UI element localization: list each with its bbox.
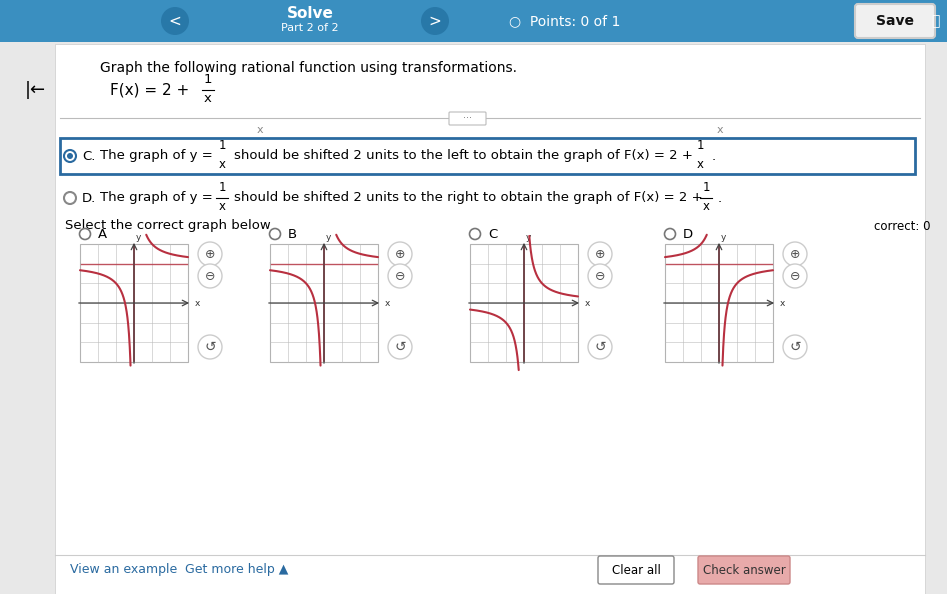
FancyBboxPatch shape (855, 4, 935, 38)
Circle shape (80, 229, 91, 239)
Text: Part 2 of 2: Part 2 of 2 (281, 23, 339, 33)
Text: .: . (712, 150, 716, 163)
Text: >: > (429, 14, 441, 29)
Text: <: < (169, 14, 182, 29)
Text: 1: 1 (703, 181, 709, 194)
Text: Select the correct graph below: Select the correct graph below (65, 220, 271, 232)
Text: Clear all: Clear all (612, 564, 660, 577)
Circle shape (67, 153, 73, 159)
Text: ⊕: ⊕ (205, 248, 215, 261)
Circle shape (388, 335, 412, 359)
Text: y: y (526, 232, 531, 242)
Text: Get more help ▲: Get more help ▲ (185, 564, 289, 577)
Circle shape (588, 335, 612, 359)
Circle shape (588, 242, 612, 266)
Circle shape (161, 7, 189, 35)
Text: y: y (136, 232, 141, 242)
Text: A: A (98, 228, 107, 241)
Text: Check answer: Check answer (703, 564, 785, 577)
Text: x: x (585, 299, 590, 308)
FancyBboxPatch shape (598, 556, 674, 584)
Text: 1: 1 (204, 73, 212, 86)
FancyBboxPatch shape (60, 138, 915, 174)
Bar (80, 244, 188, 362)
Text: ⊕: ⊕ (395, 248, 405, 261)
Circle shape (783, 264, 807, 288)
Text: 🖨: 🖨 (931, 14, 939, 28)
Text: ⊖: ⊖ (790, 270, 800, 283)
Text: x: x (717, 125, 724, 135)
Text: y: y (326, 232, 331, 242)
Text: Solve: Solve (287, 7, 333, 21)
Text: .: . (718, 191, 723, 204)
Text: ↺: ↺ (789, 340, 801, 354)
Text: Graph the following rational function using transformations.: Graph the following rational function us… (100, 61, 517, 75)
Text: ⊖: ⊖ (205, 270, 215, 283)
Text: x: x (780, 299, 785, 308)
Text: x: x (219, 158, 225, 171)
Text: ↺: ↺ (394, 340, 406, 354)
Text: x: x (385, 299, 390, 308)
Circle shape (388, 264, 412, 288)
Circle shape (198, 335, 222, 359)
Bar (270, 244, 378, 362)
Text: View an example: View an example (70, 564, 177, 577)
Text: D.: D. (82, 191, 97, 204)
Text: ↺: ↺ (205, 340, 216, 354)
Circle shape (665, 229, 675, 239)
Bar (470, 244, 578, 362)
Circle shape (388, 242, 412, 266)
Circle shape (421, 7, 449, 35)
Text: 1: 1 (218, 181, 225, 194)
Text: x: x (204, 92, 212, 105)
Bar (665, 244, 773, 362)
Text: y: y (721, 232, 726, 242)
Text: correct: 0: correct: 0 (873, 220, 930, 232)
Text: ⊕: ⊕ (790, 248, 800, 261)
Text: x: x (696, 158, 704, 171)
Text: ⊕: ⊕ (595, 248, 605, 261)
Text: Save: Save (876, 14, 914, 28)
Text: x: x (703, 200, 709, 213)
Text: x: x (257, 125, 263, 135)
Circle shape (270, 229, 280, 239)
Text: ⊖: ⊖ (595, 270, 605, 283)
FancyBboxPatch shape (449, 112, 486, 125)
Circle shape (783, 242, 807, 266)
Circle shape (198, 264, 222, 288)
Text: x: x (219, 200, 225, 213)
Text: x: x (195, 299, 201, 308)
Circle shape (588, 264, 612, 288)
Text: B: B (288, 228, 297, 241)
Text: |←: |← (25, 81, 45, 99)
Text: The graph of y =: The graph of y = (100, 191, 213, 204)
Circle shape (64, 192, 76, 204)
Text: ↺: ↺ (594, 340, 606, 354)
Circle shape (783, 335, 807, 359)
Bar (0, 0, 947, 42)
Text: D: D (683, 228, 693, 241)
Circle shape (470, 229, 480, 239)
Text: should be shifted 2 units to the left to obtain the graph of F(x) = 2 +: should be shifted 2 units to the left to… (234, 150, 693, 163)
Text: C: C (488, 228, 497, 241)
Text: ○  Points: 0 of 1: ○ Points: 0 of 1 (509, 14, 620, 28)
Text: C.: C. (82, 150, 96, 163)
Circle shape (64, 150, 76, 162)
Text: ···: ··· (462, 113, 472, 124)
Text: F(x) = 2 +: F(x) = 2 + (110, 83, 189, 97)
Text: The graph of y =: The graph of y = (100, 150, 213, 163)
Text: ⊖: ⊖ (395, 270, 405, 283)
Text: should be shifted 2 units to the right to obtain the graph of F(x) = 2 +: should be shifted 2 units to the right t… (234, 191, 703, 204)
FancyBboxPatch shape (698, 556, 790, 584)
Text: 1: 1 (696, 139, 704, 152)
Text: 1: 1 (218, 139, 225, 152)
Circle shape (198, 242, 222, 266)
